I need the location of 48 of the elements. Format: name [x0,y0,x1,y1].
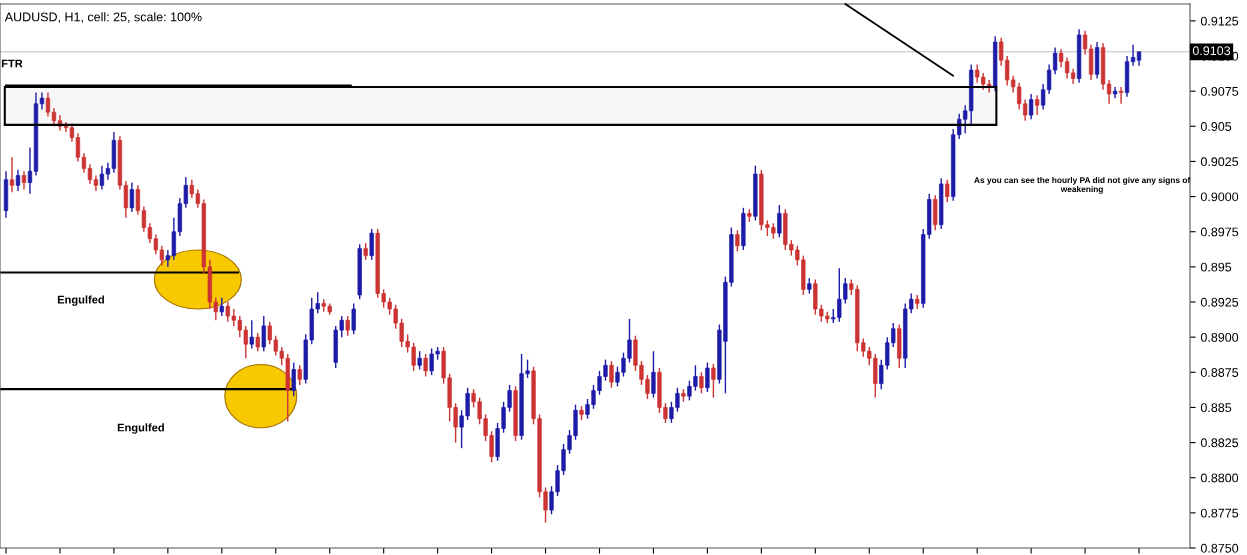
y-tick-label: 0.885 [1200,403,1232,413]
candlestick [351,302,356,336]
y-tick-label: 0.8875 [1200,368,1239,377]
annotation: As you can see the hourly PA did not give any signs of weakening [974,176,1191,194]
candlestick [129,181,135,213]
candlestick [423,353,428,378]
candlestick [651,350,656,399]
candlestick [21,170,27,191]
y-tick-label: 0.8975 [1200,227,1239,237]
candlestick [27,146,33,195]
candlestick [369,228,374,261]
candlestick [297,364,302,386]
y-tick-label: 0.8825 [1200,438,1239,448]
candlestick [417,350,422,371]
candlestick [15,169,21,192]
candlestick [705,361,710,393]
candlestick [255,332,260,352]
candlestick [609,360,614,389]
candlestick [219,297,224,317]
candlestick [1028,93,1034,120]
candlestick [345,315,350,337]
y-tick-label: 0.9125 [1200,16,1239,26]
candlestick [1034,94,1040,116]
annotation: Engulfed [57,295,104,306]
text: AUDUSD, H1, cell: 25, scale: 100% [4,12,202,23]
annotation: Engulfed [117,423,164,434]
candlestick [261,315,266,352]
y-tick-label: 0.8750 [1200,543,1239,553]
y-tick-label: 0.9025 [1200,157,1239,167]
annotation: FTR [1,59,23,68]
y-tick-label: 0.9075 [1200,86,1239,96]
candlestick [777,204,782,239]
candlestick [291,361,296,397]
y-tick-label: 0.8925 [1200,297,1239,307]
candlestick [945,179,950,203]
y-tick-label: 0.8900 [1200,332,1239,342]
candlestick [249,319,254,350]
candlestick [711,363,716,399]
y-tick-label: 0.8775 [1200,508,1239,518]
candlestick [45,91,51,118]
candlestick [1118,86,1124,105]
y-tick-label: 0.895 [1200,262,1232,272]
y-tick-label: 0.9000 [1200,192,1239,202]
candlestick [735,229,740,253]
candlestick [9,156,15,194]
candlestick [699,371,704,395]
y-tick-label: 0.8800 [1200,473,1239,483]
y-tick-label: 0.905 [1200,122,1232,131]
